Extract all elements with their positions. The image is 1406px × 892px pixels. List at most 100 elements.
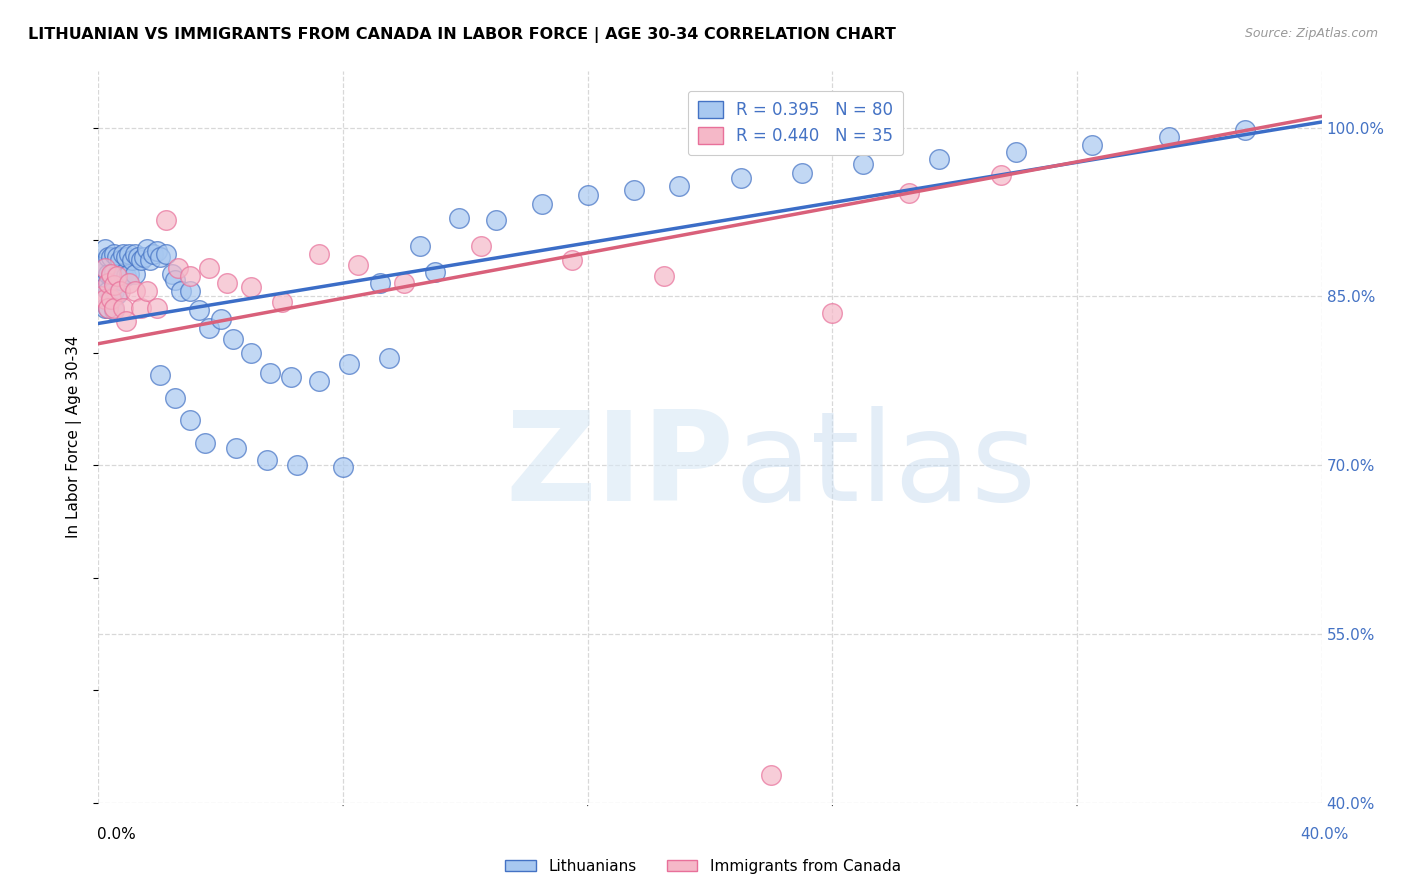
Point [408, 239, 430, 253]
Point [103, 284, 125, 298]
Point [118, 276, 141, 290]
Y-axis label: In Labor Force | Age 30-34: In Labor Force | Age 30-34 [66, 335, 83, 539]
Point [108, 284, 131, 298]
Point [821, 306, 844, 320]
Point [222, 332, 245, 346]
Point [347, 258, 370, 272]
Point [103, 278, 125, 293]
Point [97, 276, 120, 290]
Point [259, 366, 281, 380]
Point [103, 246, 125, 260]
Point [93, 261, 115, 276]
Point [240, 280, 263, 294]
Point [97, 250, 120, 264]
Point [149, 250, 172, 264]
Point [136, 242, 159, 256]
Point [121, 253, 143, 268]
Text: atlas: atlas [734, 406, 1036, 527]
Point [155, 246, 177, 260]
Point [105, 267, 128, 281]
Point [139, 253, 162, 268]
Point [197, 321, 219, 335]
Point [90, 289, 112, 303]
Point [1234, 123, 1257, 137]
Point [668, 179, 690, 194]
Point [194, 435, 217, 450]
Point [115, 269, 138, 284]
Point [170, 284, 193, 298]
Point [561, 253, 583, 268]
Point [163, 391, 186, 405]
Point [179, 269, 201, 284]
Point [188, 302, 211, 317]
Point [368, 276, 391, 290]
Point [790, 166, 813, 180]
Point [225, 442, 247, 456]
Point [129, 301, 152, 315]
Point [124, 284, 146, 298]
Point [90, 267, 112, 281]
Point [1004, 145, 1026, 160]
Point [100, 292, 122, 306]
Point [179, 413, 201, 427]
Point [576, 188, 599, 202]
Text: LITHUANIAN VS IMMIGRANTS FROM CANADA IN LABOR FORCE | AGE 30-34 CORRELATION CHAR: LITHUANIAN VS IMMIGRANTS FROM CANADA IN … [28, 27, 896, 43]
Point [423, 265, 446, 279]
Point [759, 767, 782, 781]
Point [118, 246, 141, 260]
Point [652, 269, 675, 284]
Point [90, 255, 112, 269]
Point [285, 458, 308, 473]
Point [332, 460, 354, 475]
Point [115, 250, 138, 264]
Point [145, 301, 167, 315]
Point [97, 284, 120, 298]
Point [124, 267, 146, 281]
Legend: R = 0.395   N = 80, R = 0.440   N = 35: R = 0.395 N = 80, R = 0.440 N = 35 [688, 91, 903, 155]
Point [308, 374, 330, 388]
Text: Source: ZipAtlas.com: Source: ZipAtlas.com [1244, 27, 1378, 40]
Point [127, 250, 149, 264]
Point [392, 276, 416, 290]
Point [100, 269, 122, 284]
Point [111, 301, 134, 315]
Point [145, 244, 167, 259]
Point [93, 280, 115, 294]
Point [179, 284, 201, 298]
Point [167, 261, 190, 276]
Point [256, 452, 278, 467]
Point [118, 267, 141, 281]
Point [337, 357, 360, 371]
Point [928, 152, 950, 166]
Point [852, 156, 875, 170]
Point [93, 292, 115, 306]
Text: ZIP: ZIP [506, 406, 734, 527]
Point [100, 267, 122, 281]
Point [160, 267, 183, 281]
Point [108, 272, 131, 286]
Point [142, 246, 165, 260]
Point [215, 276, 238, 290]
Point [97, 267, 120, 281]
Point [115, 314, 138, 328]
Point [93, 242, 115, 256]
Point [129, 253, 152, 268]
Point [105, 287, 128, 301]
Point [111, 267, 134, 281]
Point [97, 301, 120, 315]
Point [163, 272, 186, 286]
Point [623, 182, 645, 196]
Point [100, 289, 122, 303]
Point [990, 168, 1012, 182]
Point [470, 239, 492, 253]
Point [97, 301, 120, 315]
Point [280, 370, 302, 384]
Point [111, 246, 134, 260]
Point [270, 295, 292, 310]
Legend: Lithuanians, Immigrants from Canada: Lithuanians, Immigrants from Canada [499, 853, 907, 880]
Point [1081, 137, 1104, 152]
Point [530, 197, 553, 211]
Point [197, 261, 219, 276]
Point [103, 265, 125, 279]
Point [449, 211, 471, 225]
